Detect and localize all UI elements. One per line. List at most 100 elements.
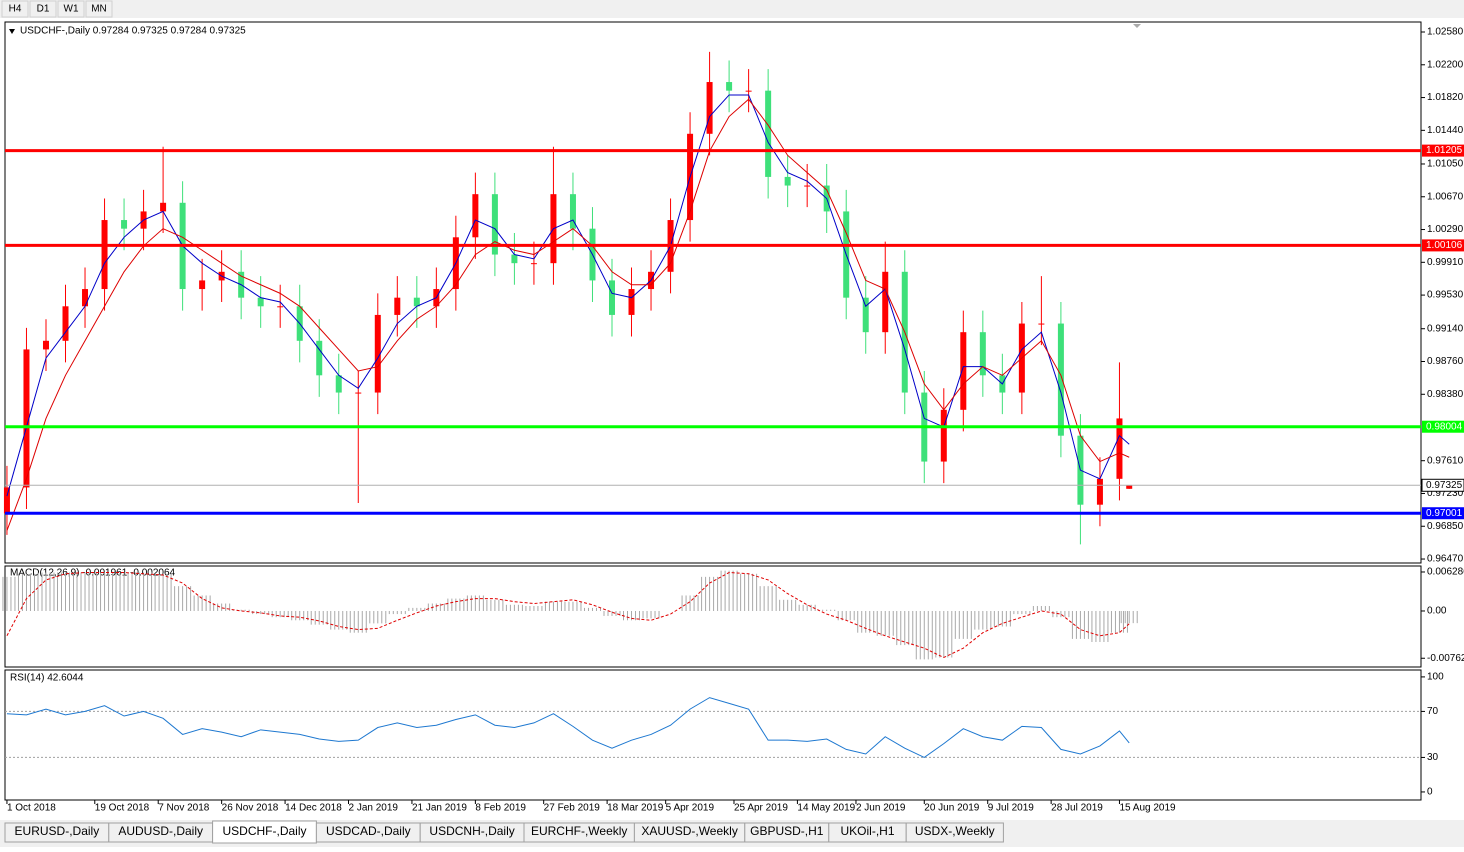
y-tick-label: 1.00670 [1427,191,1464,202]
x-tick-label: 7 Nov 2018 [158,803,210,814]
candle-body [628,289,635,315]
chart-tab[interactable] [905,822,1004,843]
y-tick-label: 0.99910 [1427,257,1464,268]
chart-tab-label[interactable]: USDCAD-,Daily [326,824,411,838]
y-tick-label: 30 [1427,752,1439,763]
toolbar [0,0,1464,18]
chart-tab-label[interactable]: GBPUSD-,H1 [750,824,824,838]
candle-body [1038,323,1045,325]
chart-tab-label[interactable]: EURCHF-,Weekly [531,824,627,838]
timeframe-button[interactable] [1,0,29,18]
timeframe-label[interactable]: W1 [64,4,79,15]
candle-body [491,194,498,255]
candle-body [199,280,206,290]
candle-body [1096,478,1103,505]
candle-body [3,487,10,514]
y-tick-label: 1.02200 [1427,59,1464,70]
level-box [1422,420,1464,433]
symbol-marker [9,29,15,34]
candle-body [335,375,342,393]
y-tick-label: 1.01440 [1427,125,1464,136]
y-tick-label: 1.02580 [1427,27,1464,38]
candle-body [960,332,967,410]
candle-body [121,220,128,229]
x-tick-label: 21 Jan 2019 [412,803,467,814]
x-tick-label: 19 Oct 2018 [95,803,150,814]
y-tick-label: 1.01050 [1427,159,1464,170]
candle-body [160,202,167,212]
candle-body [569,194,576,229]
x-tick-label: 25 Apr 2019 [734,803,788,814]
level-label: 0.97001 [1426,508,1463,519]
candle-body [940,409,947,462]
y-tick-label: 70 [1427,706,1439,717]
last-price-box [1421,478,1464,492]
candle-body [101,220,108,290]
x-tick-label: 14 Dec 2018 [285,803,342,814]
candle-body [82,289,89,307]
y-tick-label: 0 [1427,787,1433,798]
rsi-line [6,697,1130,759]
level-label: 1.00106 [1426,240,1463,251]
level-box [1422,239,1464,252]
y-tick-label: -0.00762 [1427,653,1464,664]
candle-body [608,280,615,315]
timeframe-button[interactable] [29,0,57,18]
candle-body [277,306,284,308]
candle-body [511,254,518,264]
chart-tab-label[interactable]: UKOil-,H1 [840,824,894,838]
x-tick-label: 2 Jun 2019 [856,803,906,814]
chart-tab-label[interactable]: USDX-,Weekly [915,824,995,838]
chart-tab-label[interactable]: EURUSD-,Daily [15,824,100,838]
price-panel [4,21,1422,564]
x-tick-label: 28 Jul 2019 [1051,803,1103,814]
x-tick-label: 26 Nov 2018 [222,803,279,814]
chart-tab-label[interactable]: USDCHF-,Daily [223,824,307,838]
y-tick-label: 0.98380 [1427,389,1464,400]
chart-tab-label[interactable]: XAUUSD-,Weekly [641,824,737,838]
y-tick-label: 0.99530 [1427,290,1464,301]
y-tick-label: 0.96850 [1427,521,1464,532]
candle-body [979,332,986,376]
candle-body [413,297,420,307]
y-tick-label: 100 [1427,672,1444,683]
y-tick-label: 0.97610 [1427,455,1464,466]
shift-marker [1133,24,1141,28]
candle-body [1057,323,1064,436]
level-label: 0.98004 [1426,421,1463,432]
chart-tab-label[interactable]: USDCNH-,Daily [429,824,514,838]
timeframe-label[interactable]: H4 [9,4,22,15]
timeframe-label[interactable]: D1 [37,4,50,15]
y-tick-label: 1.01820 [1427,92,1464,103]
candle-body [374,314,381,393]
chart-tab-label[interactable]: AUDUSD-,Daily [118,824,203,838]
x-tick-label: 14 May 2019 [797,803,855,814]
timeframe-button[interactable] [57,0,85,18]
candle-body [316,340,323,376]
level-box [1422,507,1464,520]
candle-body [355,392,362,394]
x-tick-label: 8 Feb 2019 [475,803,526,814]
timeframe-label[interactable]: MN [91,4,107,15]
candle-body [42,340,49,350]
moving-average [6,94,1130,497]
candle-body [882,271,889,333]
x-tick-label: 27 Feb 2019 [544,803,601,814]
candle-body [765,90,772,177]
timeframe-button[interactable] [85,0,113,18]
y-tick-label: 1.00290 [1427,224,1464,235]
candle-body [784,176,791,186]
candle-body [394,297,401,315]
macd-signal [6,572,1130,659]
y-tick-label: 0.96470 [1427,554,1464,565]
chart-title: USDCHF-,Daily 0.97284 0.97325 0.97284 0.… [20,26,246,37]
candle-body [472,194,479,238]
candle-body [23,349,30,488]
candle-body [726,82,733,91]
y-tick-label: 0.006286 [1427,567,1464,578]
last-price-label: 0.97325 [1426,480,1463,491]
y-tick-label: 0.98760 [1427,356,1464,367]
rsi-panel [4,669,1422,801]
